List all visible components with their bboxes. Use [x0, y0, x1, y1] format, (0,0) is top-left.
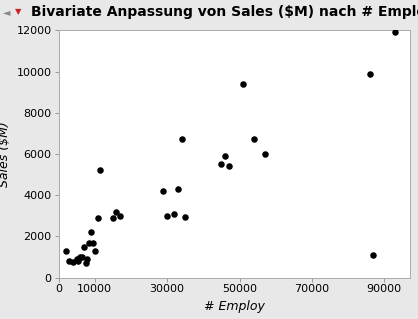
Point [110, 215, 116, 220]
Point [251, 137, 257, 142]
Point [88, 230, 94, 235]
Point [240, 81, 247, 86]
X-axis label: # Employ: # Employ [204, 300, 265, 313]
Point [97, 168, 104, 173]
Point [222, 153, 228, 159]
Point [82, 261, 89, 266]
Point [367, 71, 373, 76]
Y-axis label: Sales ($M): Sales ($M) [0, 121, 11, 187]
Point [77, 254, 84, 259]
Text: Bivariate Anpassung von Sales ($M) nach # Employ: Bivariate Anpassung von Sales ($M) nach … [31, 5, 418, 19]
Point [164, 213, 171, 218]
Point [175, 186, 181, 191]
Text: ▼: ▼ [15, 7, 21, 17]
Point [73, 256, 80, 262]
Point [75, 258, 82, 263]
Point [392, 30, 398, 35]
Text: ◄: ◄ [3, 7, 11, 17]
Point [62, 248, 69, 253]
Point [117, 213, 123, 218]
Point [66, 258, 73, 263]
Point [178, 137, 185, 142]
Point [160, 189, 167, 194]
Point [113, 209, 120, 214]
Point [218, 162, 225, 167]
Point [81, 244, 87, 249]
Point [262, 152, 268, 157]
Point [370, 252, 377, 257]
Point [89, 240, 96, 245]
Point [79, 254, 85, 259]
Point [95, 215, 102, 220]
Point [92, 248, 98, 253]
Point [225, 164, 232, 169]
Point [70, 260, 76, 265]
Point [182, 214, 189, 219]
Point [84, 256, 91, 262]
Point [86, 240, 93, 245]
Point [171, 211, 178, 216]
